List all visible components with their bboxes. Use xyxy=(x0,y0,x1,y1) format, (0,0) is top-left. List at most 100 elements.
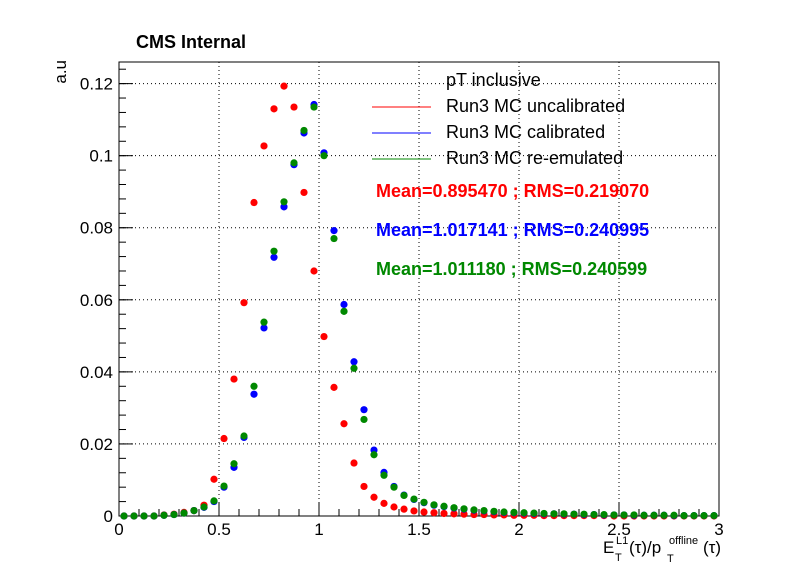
data-point xyxy=(360,406,368,414)
data-point xyxy=(460,510,468,518)
data-point xyxy=(690,512,698,520)
data-point xyxy=(550,510,558,518)
data-point xyxy=(530,509,538,517)
series-2 xyxy=(120,103,718,520)
legend-label-uncalibrated: Run3 MC uncalibrated xyxy=(446,96,625,116)
data-point xyxy=(210,475,218,483)
data-point xyxy=(400,505,408,513)
data-point xyxy=(300,188,308,197)
data-point xyxy=(150,512,158,520)
data-point xyxy=(270,105,278,113)
data-point xyxy=(170,510,178,519)
y-tick-labels: 0 0.02 0.04 0.06 0.08 0.1 0.12 xyxy=(80,75,113,526)
data-point xyxy=(200,503,208,511)
x-tick-labels: 0 0.5 1 1.5 2 2.5 3 xyxy=(114,520,723,539)
data-point xyxy=(540,509,548,518)
legend: pT inclusive Run3 MC uncalibrated Run3 M… xyxy=(372,70,625,168)
data-point xyxy=(410,507,418,515)
data-point xyxy=(270,253,278,261)
data-point xyxy=(250,382,258,390)
data-point xyxy=(420,508,428,516)
y-tick-label: 0.1 xyxy=(89,147,113,166)
data-point xyxy=(440,502,448,510)
data-point xyxy=(600,510,608,519)
data-point xyxy=(260,142,268,150)
data-point xyxy=(310,267,318,275)
data-point xyxy=(610,511,618,519)
data-point xyxy=(290,103,298,111)
data-point xyxy=(250,390,258,398)
data-point xyxy=(590,510,598,519)
data-point xyxy=(430,501,438,509)
data-point xyxy=(290,159,298,167)
data-point xyxy=(400,491,408,500)
chart-title: CMS Internal xyxy=(136,32,246,52)
data-point xyxy=(260,318,268,326)
y-tick-label: 0.08 xyxy=(80,219,113,238)
data-point xyxy=(670,511,678,519)
y-tick-label: 0.06 xyxy=(80,291,113,310)
y-tick-label: 0 xyxy=(104,507,113,526)
data-point xyxy=(440,509,448,518)
data-point xyxy=(340,300,348,309)
x-axis-title-tail: (τ) xyxy=(703,538,721,557)
x-tick-label: 0 xyxy=(114,520,123,539)
data-point xyxy=(240,299,248,307)
x-tick-label: 3 xyxy=(714,520,723,539)
data-point xyxy=(710,512,718,520)
x-tick-label: 0.5 xyxy=(207,520,231,539)
data-point xyxy=(650,511,658,519)
data-point xyxy=(130,512,138,520)
data-point xyxy=(460,505,468,513)
data-point xyxy=(390,503,398,511)
data-point xyxy=(370,451,378,459)
data-point xyxy=(180,509,188,517)
legend-label-calibrated: Run3 MC calibrated xyxy=(446,122,605,142)
stats-annotations: Mean=0.895470 ; RMS=0.219070 Mean=1.0171… xyxy=(376,181,649,279)
data-point xyxy=(640,511,648,519)
y-tick-label: 0.02 xyxy=(80,435,113,454)
data-point xyxy=(260,324,268,332)
data-point xyxy=(490,507,498,515)
x-tick-label: 2.5 xyxy=(607,520,631,539)
data-point xyxy=(680,512,688,520)
data-point xyxy=(280,82,288,90)
x-tick-label: 1.5 xyxy=(407,520,431,539)
data-point xyxy=(160,511,168,519)
data-point xyxy=(220,434,228,443)
data-point xyxy=(410,495,418,503)
legend-header: pT inclusive xyxy=(446,70,541,90)
data-point xyxy=(520,509,528,517)
data-point xyxy=(220,482,228,490)
data-point xyxy=(480,506,488,515)
data-point xyxy=(230,375,238,383)
stats-re-emulated: Mean=1.011180 ; RMS=0.240599 xyxy=(376,259,647,279)
x-axis-title-sup1: L1 xyxy=(616,535,628,547)
data-point xyxy=(510,508,518,516)
data-point xyxy=(330,234,338,243)
data-point xyxy=(190,506,198,515)
data-point xyxy=(230,460,238,468)
y-axis-title: a.u xyxy=(51,60,70,84)
data-point xyxy=(350,364,358,372)
data-point xyxy=(380,499,388,507)
data-point xyxy=(470,506,478,514)
data-point xyxy=(320,332,328,341)
grid xyxy=(119,62,719,516)
data-point xyxy=(330,227,338,235)
data-point xyxy=(340,420,348,428)
x-axis-title-sub1: T xyxy=(615,552,622,564)
x-axis-title-sub2: T xyxy=(667,553,674,565)
data-point xyxy=(570,510,578,518)
data-point xyxy=(280,203,288,211)
x-tick-label: 1 xyxy=(314,520,323,539)
data-point xyxy=(270,247,278,255)
data-point xyxy=(560,510,568,518)
legend-label-re-emulated: Run3 MC re-emulated xyxy=(446,148,623,168)
axis-ticks xyxy=(118,68,720,517)
data-point xyxy=(370,493,378,501)
data-point xyxy=(630,511,638,519)
data-point xyxy=(420,498,428,506)
x-tick-label: 2 xyxy=(514,520,523,539)
data-point xyxy=(140,512,148,520)
